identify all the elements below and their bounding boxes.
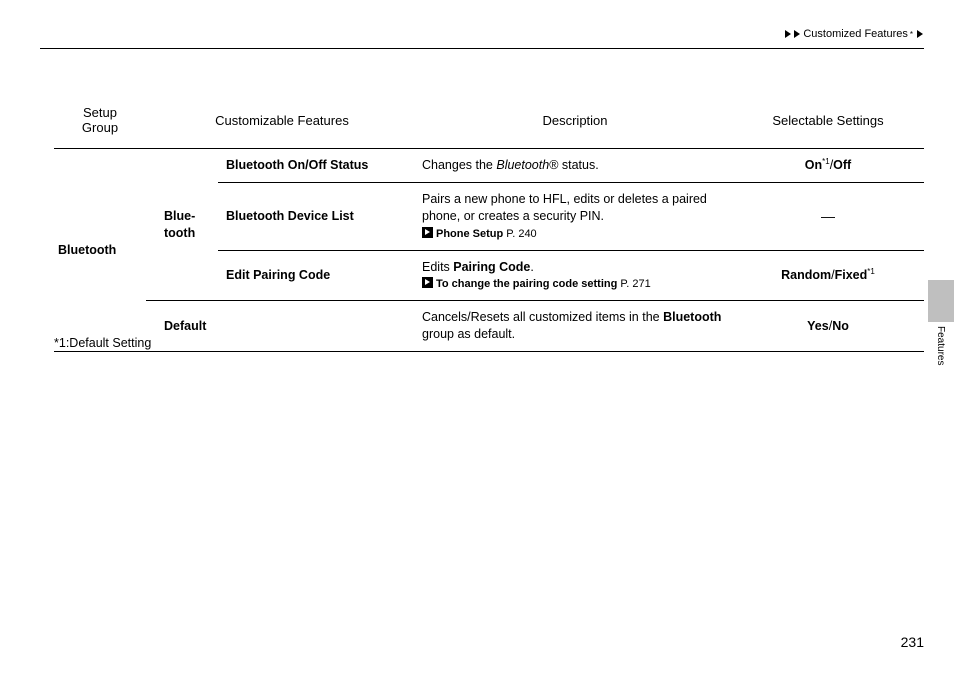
side-tab <box>928 280 954 322</box>
feature-cell: Bluetooth On/Off Status <box>218 148 418 182</box>
settings-cell: Yes/No <box>732 301 924 352</box>
subgroup-cell: Blue-tooth <box>146 148 218 300</box>
col-setup-group: Setup Group <box>54 100 146 148</box>
reference-icon <box>422 277 433 288</box>
header-rule <box>40 48 924 49</box>
feature-cell: Edit Pairing Code <box>218 250 418 301</box>
description-cell: Cancels/Resets all customized items in t… <box>418 301 732 352</box>
page-number: 231 <box>901 634 924 650</box>
manual-page: { "header": { "breadcrumb_marker": "▶▶",… <box>0 0 954 674</box>
settings-cell: Random/Fixed*1 <box>732 250 924 301</box>
settings-cell: On*1/Off <box>732 148 924 182</box>
side-section-label: Features <box>935 326 946 365</box>
col-description: Description <box>418 100 732 148</box>
breadcrumb: Customized Features* <box>785 28 924 40</box>
breadcrumb-text: Customized Features <box>803 28 908 40</box>
col-selectable: Selectable Settings <box>732 100 924 148</box>
settings-cell: — <box>732 182 924 250</box>
table-row: Default Cancels/Resets all customized it… <box>54 301 924 352</box>
triangle-icon <box>794 30 800 38</box>
feature-cell: Bluetooth Device List <box>218 182 418 250</box>
col-customizable: Customizable Features <box>146 100 418 148</box>
group-cell: Bluetooth <box>54 148 146 351</box>
reference-icon <box>422 227 433 238</box>
description-cell: Pairs a new phone to HFL, edits or delet… <box>418 182 732 250</box>
description-cell: Edits Pairing Code. To change the pairin… <box>418 250 732 301</box>
description-cell: Changes the Bluetooth® status. <box>418 148 732 182</box>
triangle-icon <box>917 30 923 38</box>
footnote: *1:Default Setting <box>54 336 151 350</box>
feature-cell: Default <box>146 301 418 352</box>
breadcrumb-star: * <box>910 30 913 39</box>
table-row: Bluetooth Blue-tooth Bluetooth On/Off St… <box>54 148 924 182</box>
features-table: Setup Group Customizable Features Descri… <box>54 100 924 352</box>
triangle-icon <box>785 30 791 38</box>
